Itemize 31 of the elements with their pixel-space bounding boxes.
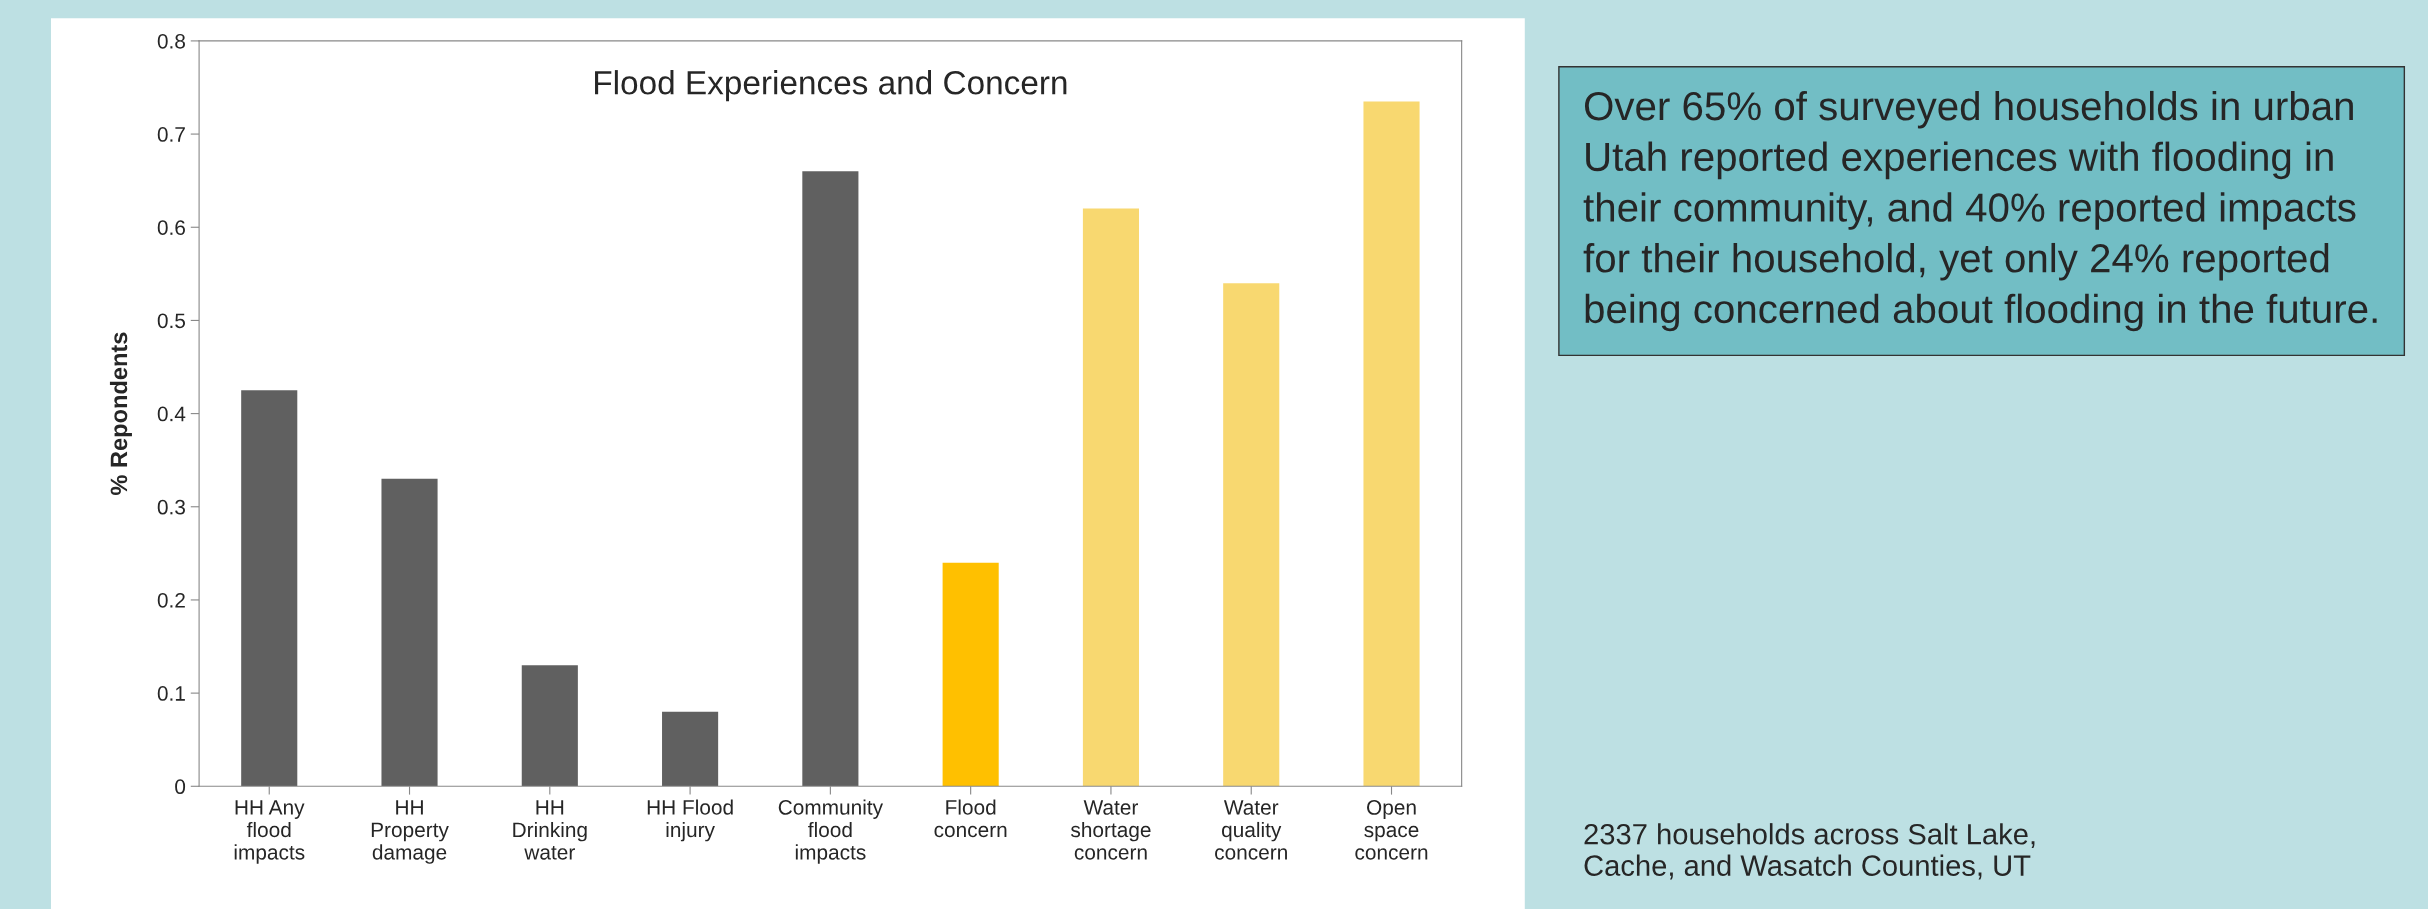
y-tick-label: 0.8 — [157, 33, 185, 49]
x-tick-label: HH Property damage — [371, 800, 449, 864]
y-tick-label: 0.2 — [157, 592, 185, 608]
y-axis-title: % Repondents — [109, 332, 132, 495]
x-tick-label: Open space concern — [1355, 800, 1428, 860]
x-tick-label: HH Drinking water — [513, 800, 587, 860]
y-tick-label: 0.1 — [157, 686, 185, 701]
y-tick-label: 0.3 — [157, 499, 185, 515]
x-tick-label: Water quality concern — [1215, 800, 1287, 860]
x-tick-label: Flood concern — [934, 799, 1007, 838]
text: 2337 households across Salt Lake, Cache, and Wasatch Counties, UT — [1584, 823, 2035, 880]
y-tick-label: 0.7 — [157, 127, 185, 142]
y-tick-label: 0.6 — [157, 220, 185, 235]
y-tick-label: 0.4 — [157, 406, 186, 422]
bar — [1082, 208, 1139, 787]
x-tick-label: HH Any flood impacts — [234, 800, 305, 864]
bar — [381, 478, 438, 787]
text: Over 65% of surveyed households in urban Utah reported experiences with flooding in their community, and 40% reported impacts for their household, yet only 24% reported being concerned about flooding in the future. — [1583, 90, 2377, 332]
bar — [521, 665, 578, 787]
y-tick-label: 0 — [175, 779, 186, 795]
bar — [1363, 101, 1420, 787]
x-tick-label: HH Flood injury — [647, 799, 733, 842]
bar — [802, 171, 859, 787]
bar — [662, 711, 719, 787]
bar — [241, 390, 298, 787]
bar — [1223, 283, 1280, 787]
bar — [942, 562, 999, 787]
x-tick-label: Community flood impacts — [778, 799, 884, 864]
text: Flood Experiences and Concern — [595, 70, 1067, 102]
x-tick-label: Water shortage concern — [1070, 800, 1151, 860]
y-tick-label: 0.5 — [157, 313, 186, 329]
